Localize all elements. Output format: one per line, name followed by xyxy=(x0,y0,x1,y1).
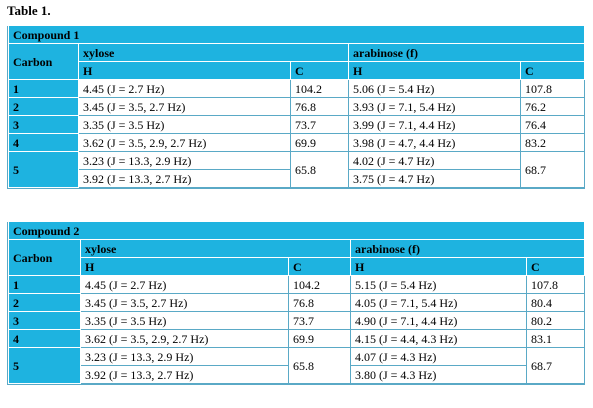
table-row: 1 4.45 (J = 2.7 Hz) 104.2 5.15 (J = 5.4 … xyxy=(8,275,586,294)
xylose-h-value: 3.45 (J = 3.5, 2.7 Hz) xyxy=(78,97,291,116)
subheader-h: H xyxy=(348,61,521,80)
arabinose-h-value: 4.15 (J = 4.4, 4.3 Hz) xyxy=(350,329,527,348)
table-row: 2 3.45 (J = 3.5, 2.7 Hz) 76.8 3.93 (J = … xyxy=(8,97,586,116)
xylose-c-value: 76.8 xyxy=(288,293,351,312)
xylose-h-value: 3.35 (J = 3.5 Hz) xyxy=(80,311,289,330)
subheader-c: C xyxy=(290,61,349,80)
xylose-h-value: 3.62 (J = 3.5, 2.9, 2.7 Hz) xyxy=(80,329,289,348)
carbon-header: Carbon xyxy=(8,43,79,80)
arabinose-h-value: 4.07 (J = 4.3 Hz) xyxy=(350,347,527,366)
subheader-h: H xyxy=(350,257,527,276)
page-title: Table 1. xyxy=(7,3,51,18)
group-header-arabinose: arabinose (f) xyxy=(347,43,586,62)
carbon-label: 4 xyxy=(8,133,79,152)
arabinose-c-value: 76.2 xyxy=(519,97,586,116)
arabinose-h-value: 4.05 (J = 7.1, 5.4 Hz) xyxy=(350,293,527,312)
xylose-h-value: 3.23 (J = 13.3, 2.9 Hz) xyxy=(78,151,291,170)
arabinose-c-value: 107.8 xyxy=(525,275,586,294)
group-header-xylose: xylose xyxy=(80,239,351,258)
group-header-xylose: xylose xyxy=(78,43,349,62)
arabinose-c-value: 76.4 xyxy=(519,115,586,134)
xylose-h-value: 3.62 (J = 3.5, 2.9, 2.7 Hz) xyxy=(78,133,291,152)
xylose-h-value: 3.45 (J = 3.5, 2.7 Hz) xyxy=(80,293,289,312)
xylose-c-value: 65.8 xyxy=(290,151,349,188)
xylose-c-value: 73.7 xyxy=(290,115,349,134)
arabinose-c-value: 80.2 xyxy=(525,311,586,330)
table-compound-1: Compound 1 Carbon xylose arabinose (f) H… xyxy=(7,26,586,189)
carbon-label: 5 xyxy=(8,347,81,384)
table-row: 1 4.45 (J = 2.7 Hz) 104.2 5.06 (J = 5.4 … xyxy=(8,79,586,98)
xylose-h-value: 3.92 (J = 13.3, 2.7 Hz) xyxy=(80,365,289,384)
nmr-table: Compound 2 Carbon xylose arabinose (f) H… xyxy=(7,222,586,384)
subheader-c: C xyxy=(519,61,586,80)
carbon-label: 3 xyxy=(8,115,79,134)
group-header-arabinose: arabinose (f) xyxy=(349,239,586,258)
table-row: 2 3.45 (J = 3.5, 2.7 Hz) 76.8 4.05 (J = … xyxy=(8,293,586,312)
xylose-c-value: 76.8 xyxy=(290,97,349,116)
xylose-c-value: 104.2 xyxy=(288,275,351,294)
subheader-h: H xyxy=(78,61,291,80)
arabinose-c-value: 68.7 xyxy=(525,347,586,384)
arabinose-h-value: 5.06 (J = 5.4 Hz) xyxy=(348,79,521,98)
arabinose-h-value: 3.93 (J = 7.1, 5.4 Hz) xyxy=(348,97,521,116)
table-row: 3 3.35 (J = 3.5 Hz) 73.7 4.90 (J = 7.1, … xyxy=(8,311,586,330)
table-caption: Compound 1 xyxy=(7,26,586,44)
carbon-label: 1 xyxy=(8,79,79,98)
subheader-c: C xyxy=(525,257,586,276)
carbon-header: Carbon xyxy=(8,239,81,276)
xylose-h-value: 3.92 (J = 13.3, 2.7 Hz) xyxy=(78,169,291,188)
xylose-h-value: 4.45 (J = 2.7 Hz) xyxy=(80,275,289,294)
arabinose-h-value: 4.90 (J = 7.1, 4.4 Hz) xyxy=(350,311,527,330)
xylose-c-value: 104.2 xyxy=(290,79,349,98)
arabinose-h-value: 3.98 (J = 4.7, 4.4 Hz) xyxy=(348,133,521,152)
nmr-table: Compound 1 Carbon xylose arabinose (f) H… xyxy=(7,26,586,188)
arabinose-h-value: 4.02 (J = 4.7 Hz) xyxy=(348,151,521,170)
arabinose-c-value: 83.1 xyxy=(525,329,586,348)
xylose-c-value: 69.9 xyxy=(290,133,349,152)
table-row: 5 3.23 (J = 13.3, 2.9 Hz) 65.8 4.07 (J =… xyxy=(8,347,586,384)
arabinose-h-value: 3.99 (J = 7.1, 4.4 Hz) xyxy=(348,115,521,134)
subheader-c: C xyxy=(288,257,351,276)
table-compound-2: Compound 2 Carbon xylose arabinose (f) H… xyxy=(7,222,586,385)
xylose-h-value: 3.35 (J = 3.5 Hz) xyxy=(78,115,291,134)
carbon-label: 5 xyxy=(8,151,79,188)
carbon-label: 2 xyxy=(8,97,79,116)
table-row: 3.92 (J = 13.3, 2.7 Hz) 3.75 (J = 4.7 Hz… xyxy=(9,169,585,188)
table-row: 3 3.35 (J = 3.5 Hz) 73.7 3.99 (J = 7.1, … xyxy=(8,115,586,134)
xylose-c-value: 73.7 xyxy=(288,311,351,330)
table-row: 4 3.62 (J = 3.5, 2.9, 2.7 Hz) 69.9 4.15 … xyxy=(8,329,586,348)
table-row: 3.92 (J = 13.3, 2.7 Hz) 3.80 (J = 4.3 Hz… xyxy=(9,365,585,384)
arabinose-c-value: 83.2 xyxy=(519,133,586,152)
arabinose-c-value: 68.7 xyxy=(519,151,586,188)
xylose-c-value: 69.9 xyxy=(288,329,351,348)
xylose-c-value: 65.8 xyxy=(288,347,351,384)
arabinose-c-value: 80.4 xyxy=(525,293,586,312)
subheader-h: H xyxy=(80,257,289,276)
arabinose-h-value: 3.75 (J = 4.7 Hz) xyxy=(348,169,521,188)
carbon-label: 2 xyxy=(8,293,81,312)
xylose-h-value: 3.23 (J = 13.3, 2.9 Hz) xyxy=(80,347,289,366)
arabinose-c-value: 107.8 xyxy=(519,79,586,98)
table-row: 5 3.23 (J = 13.3, 2.9 Hz) 65.8 4.02 (J =… xyxy=(8,151,586,188)
arabinose-h-value: 3.80 (J = 4.3 Hz) xyxy=(350,365,527,384)
arabinose-h-value: 5.15 (J = 5.4 Hz) xyxy=(350,275,527,294)
table-row: 4 3.62 (J = 3.5, 2.9, 2.7 Hz) 69.9 3.98 … xyxy=(8,133,586,152)
carbon-label: 3 xyxy=(8,311,81,330)
table-caption: Compound 2 xyxy=(7,222,586,240)
carbon-label: 4 xyxy=(8,329,81,348)
xylose-h-value: 4.45 (J = 2.7 Hz) xyxy=(78,79,291,98)
carbon-label: 1 xyxy=(8,275,81,294)
